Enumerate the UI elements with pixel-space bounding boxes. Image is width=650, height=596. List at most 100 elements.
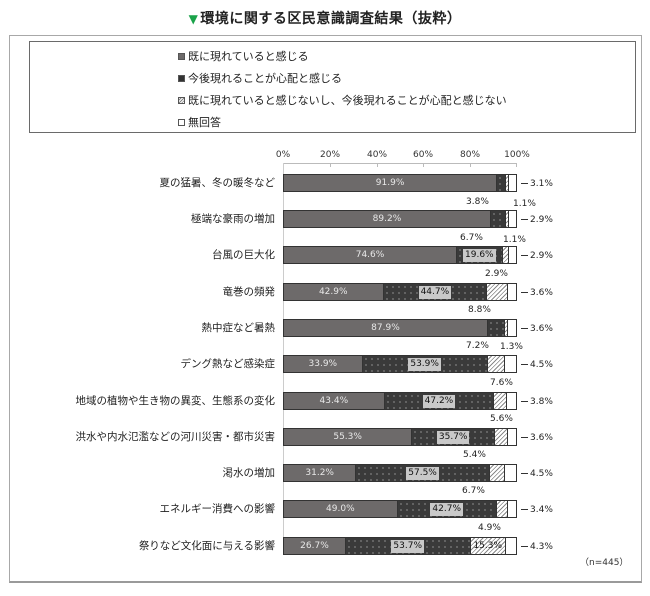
- bar-segment-neither: [506, 211, 510, 227]
- value-label: 55.3%: [333, 432, 362, 442]
- stacked-bar: 89.2%: [283, 210, 517, 228]
- x-axis-tick: [377, 163, 378, 167]
- bar-segment-no-answer: [508, 501, 516, 517]
- x-tick-label: 20%: [319, 150, 341, 160]
- bar-segment-neither: [502, 247, 510, 263]
- value-label: 89.2%: [372, 214, 402, 224]
- bar-segment-neither: [494, 393, 508, 409]
- bar-segment-no-answer: [508, 175, 516, 191]
- x-axis-line: [283, 163, 517, 164]
- bar-segment-future: 19.6%: [457, 247, 503, 263]
- legend-label: 今後現れることが心配と感じる: [188, 72, 342, 85]
- value-label: 87.9%: [371, 323, 400, 333]
- x-tick-label: 60%: [412, 150, 434, 160]
- bar-segment-already: 42.9%: [284, 284, 384, 300]
- stacked-bar: 43.4% 47.2%: [283, 392, 517, 410]
- legend-label: 既に現れていると感じる: [188, 50, 309, 63]
- legend-item-future: 今後現れることが心配と感じる: [178, 70, 342, 86]
- value-annotation: 1.3%: [500, 342, 523, 352]
- legend-swatch-hatched-icon: [178, 96, 185, 104]
- value-annotation: 3.8%: [530, 397, 553, 407]
- bar-segment-no-answer: [505, 465, 516, 481]
- bar-segment-already: 89.2%: [284, 211, 491, 227]
- value-label: 49.0%: [326, 504, 355, 514]
- value-annotation: 1.1%: [513, 199, 536, 209]
- value-annotation: 3.1%: [530, 179, 553, 189]
- bar-segment-no-answer: [507, 393, 516, 409]
- x-axis-tick: [423, 163, 424, 167]
- value-annotation: 2.9%: [530, 251, 553, 261]
- value-annotation: 3.6%: [530, 433, 553, 443]
- bar-segment-already: 33.9%: [284, 356, 363, 372]
- value-annotation: 2.9%: [485, 269, 508, 279]
- bar-segment-future: 35.7%: [412, 429, 496, 445]
- stacked-bar: 42.9% 44.7%: [283, 283, 517, 301]
- row-label: 夏の猛暑、冬の暖冬など: [159, 177, 276, 189]
- value-label: 47.2%: [422, 394, 456, 408]
- stacked-bar: 33.9% 53.9%: [283, 355, 517, 373]
- value-annotation: 5.6%: [490, 414, 513, 424]
- bar-segment-future: 42.7%: [397, 501, 497, 517]
- bar-segment-future: [497, 175, 507, 191]
- value-label: 91.9%: [375, 178, 405, 188]
- value-annotation: 4.9%: [478, 523, 501, 533]
- bar-segment-future: 44.7%: [383, 284, 488, 300]
- legend: 既に現れていると感じる 今後現れることが心配と感じる 既に現れていると感じないし…: [29, 41, 636, 133]
- legend-item-no-answer: 無回答: [178, 114, 221, 130]
- bar-segment-neither: [487, 356, 506, 372]
- value-annotation: 3.4%: [530, 505, 553, 515]
- bar-segment-already: 43.4%: [284, 393, 385, 409]
- x-axis-tick: [516, 163, 517, 167]
- bar-segment-no-answer: [507, 320, 516, 336]
- x-axis-tick: [330, 163, 331, 167]
- legend-swatch-empty-icon: [178, 118, 185, 126]
- triangle-marker-icon: ▼: [188, 12, 199, 26]
- value-label: 33.9%: [308, 359, 338, 369]
- chart-frame: [9, 35, 642, 583]
- value-annotation: 6.7%: [460, 233, 483, 243]
- bar-segment-neither: [496, 501, 509, 517]
- x-tick-label: 0%: [275, 150, 291, 160]
- value-annotation: 3.6%: [530, 324, 553, 334]
- legend-item-neither: 既に現れていると感じないし、今後現れることが心配と感じない: [178, 92, 507, 108]
- value-label: 31.2%: [305, 468, 334, 478]
- bar-segment-no-answer: [506, 538, 516, 554]
- bar-segment-already: 26.7%: [284, 538, 346, 554]
- value-label: 26.7%: [300, 541, 329, 551]
- bar-segment-already: 87.9%: [284, 320, 488, 336]
- bar-segment-future: 57.5%: [356, 465, 490, 481]
- value-label: 15.3%: [473, 541, 503, 551]
- value-annotation: 5.4%: [463, 450, 486, 460]
- value-label: 74.6%: [355, 250, 385, 260]
- row-label: 洪水や内水氾濫などの河川災害・都市災害: [75, 431, 276, 443]
- bar-segment-already: 74.6%: [284, 247, 458, 263]
- bar-segment-neither: [504, 320, 508, 336]
- x-axis-tick: [470, 163, 471, 167]
- chart-title-text: 環境に関する区民意識調査結果（抜粋）: [200, 11, 462, 27]
- value-label: 42.7%: [430, 502, 463, 516]
- row-label: デング熱など感染症: [180, 358, 276, 370]
- bar-segment-no-answer: [507, 429, 516, 445]
- x-tick-label: 40%: [366, 150, 388, 160]
- x-tick-label: 100%: [504, 150, 530, 160]
- legend-label: 無回答: [188, 116, 221, 129]
- bar-segment-already: 55.3%: [284, 429, 413, 445]
- legend-swatch-solid-icon: [178, 52, 185, 60]
- value-label: 35.7%: [436, 430, 470, 444]
- legend-swatch-dotted-icon: [178, 74, 185, 82]
- value-annotation: 7.6%: [490, 378, 513, 388]
- stacked-bar: 91.9%: [283, 174, 517, 192]
- bar-segment-future: [487, 320, 505, 336]
- stacked-bar: 55.3% 35.7%: [283, 428, 517, 446]
- row-label: 熱中症など暑熱: [201, 322, 276, 334]
- value-label: 43.4%: [319, 396, 349, 406]
- bar-segment-future: 53.9%: [362, 356, 488, 372]
- bar-segment-neither: [489, 465, 506, 481]
- value-label: 57.5%: [406, 466, 439, 480]
- stacked-bar: 49.0% 42.7%: [283, 500, 517, 518]
- stacked-bar: 26.7% 53.7% 15.3%: [283, 537, 517, 555]
- x-tick-label: 80%: [459, 150, 481, 160]
- row-label: 祭りなど文化面に与える影響: [138, 540, 275, 552]
- value-label: 53.7%: [391, 539, 425, 553]
- bar-segment-neither: [506, 175, 509, 191]
